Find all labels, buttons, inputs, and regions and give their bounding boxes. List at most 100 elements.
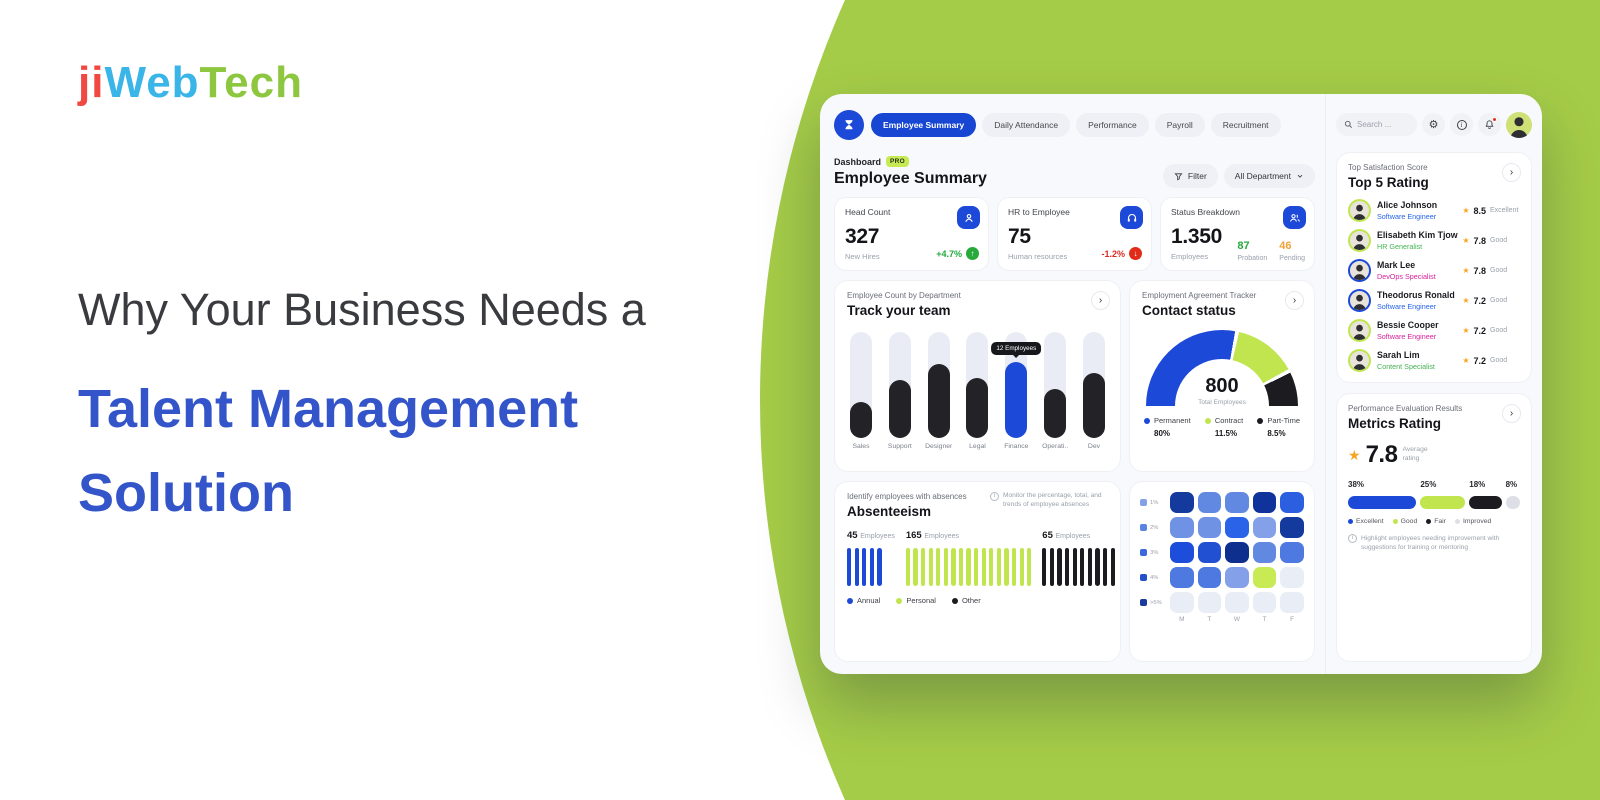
employee-name: Alice Johnson <box>1377 200 1438 210</box>
gauge-legend-part-time: Part-Time 8.5% <box>1257 416 1300 438</box>
top5-more-button[interactable]: › <box>1502 163 1521 182</box>
absence-heatmap-card: 1% 2% 3% 4% >5% M T W T F <box>1129 481 1315 662</box>
stripe <box>928 548 933 586</box>
metrics-bar-chart: 38% 25% 18% 8% <box>1348 480 1520 509</box>
gear-icon: ⚙ <box>1428 118 1439 131</box>
avatar <box>1348 199 1371 222</box>
absenteeism-title: Absenteeism <box>847 504 932 519</box>
legend-dot <box>1204 417 1211 424</box>
metrics-more-button[interactable]: › <box>1502 404 1521 423</box>
bell-icon <box>1485 120 1494 129</box>
rating-row-mark-lee[interactable]: Mark Lee DevOps Specialist ★ 7.8 Good <box>1348 259 1520 282</box>
avatar-silhouette-icon <box>1352 234 1367 250</box>
metric-segment-good: 25% <box>1420 480 1466 509</box>
stat-extra-pending: 46 Pending <box>1279 240 1305 262</box>
search-box[interactable] <box>1336 113 1417 136</box>
score-value: 7.8 <box>1473 235 1486 246</box>
rating-row-sarah-lim[interactable]: Sarah Lim Content Specialist ★ 7.2 Good <box>1348 349 1520 372</box>
score-rating: Good <box>1490 237 1508 244</box>
tab-recruitment[interactable]: Recruitment <box>1210 112 1281 137</box>
user-avatar[interactable] <box>1506 111 1532 138</box>
stat-sublabel: Human resources <box>1008 252 1068 261</box>
logo-part-ji: ji <box>78 58 105 107</box>
app-logo[interactable] <box>834 109 864 140</box>
notifications-button[interactable] <box>1478 113 1501 136</box>
department-bar-chart: Sales Support Designer Legal 12 Employee… <box>847 328 1108 450</box>
heat-key-chip <box>1140 499 1147 506</box>
bar-label: Operati.. <box>1042 443 1069 450</box>
tab-performance[interactable]: Performance <box>1076 112 1149 137</box>
heatmap-cell <box>1280 492 1304 513</box>
score-value: 7.2 <box>1473 295 1486 306</box>
rating-row-theodorus-ronald[interactable]: Theodorus Ronald Software Engineer ★ 7.2… <box>1348 289 1520 312</box>
rating-row-alice-johnson[interactable]: Alice Johnson Software Engineer ★ 8.5 Ex… <box>1348 199 1520 222</box>
tab-daily-attendance[interactable]: Daily Attendance <box>982 112 1071 137</box>
metrics-label: Performance Evaluation Results <box>1348 404 1463 413</box>
jiwebtech-logo: jiWebTech <box>78 58 303 108</box>
rating-row-elisabeth-kim-tjow[interactable]: Elisabeth Kim Tjow HR Generalist ★ 7.8 G… <box>1348 229 1520 252</box>
avatar-silhouette-icon <box>1352 204 1367 220</box>
stripe <box>951 548 956 586</box>
absenteeism-note: Monitor the percentage, total, and trend… <box>1003 492 1102 508</box>
metrics-legend: Excellent Good Fair Improved <box>1348 518 1520 525</box>
heatmap-row: 3% <box>1140 542 1304 563</box>
dept-chart-label: Employee Count by Department <box>847 291 961 300</box>
top5-rating-panel: Top Satisfaction Score Top 5 Rating › Al… <box>1336 152 1532 383</box>
day-label: W <box>1233 616 1241 623</box>
stat-card-hr-to-employee: HR to Employee 75 Human resources -1.2% … <box>997 197 1152 271</box>
stripe <box>974 548 979 586</box>
heat-key-label: 4% <box>1150 574 1159 581</box>
search-input[interactable] <box>1357 120 1409 129</box>
score-value: 7.8 <box>1473 265 1486 276</box>
absence-group-other: 65 Employees <box>1042 530 1115 586</box>
avatar-silhouette-icon <box>1352 354 1367 370</box>
stripe <box>989 548 994 586</box>
bar-label: Dev <box>1087 443 1101 450</box>
heatmap-cell <box>1280 542 1304 563</box>
nav-tabs: Employee Summary Daily Attendance Performa… <box>871 112 1281 137</box>
bar-label: Sales <box>852 443 870 450</box>
stripe <box>1049 548 1055 586</box>
day-label: F <box>1290 616 1295 623</box>
heat-key-chip <box>1140 574 1147 581</box>
gauge-more-button[interactable]: › <box>1285 291 1304 310</box>
bar-label: Designer <box>925 443 953 450</box>
stripe <box>1019 548 1024 586</box>
heatmap-cell <box>1252 592 1277 613</box>
day-label: M <box>1179 616 1185 623</box>
employee-name: Sarah Lim <box>1377 350 1420 360</box>
tab-employee-summary[interactable]: Employee Summary <box>871 112 977 137</box>
heat-key-label: 3% <box>1150 549 1159 556</box>
help-button[interactable]: i <box>1450 113 1473 136</box>
heat-key-chip <box>1140 549 1147 556</box>
bottom-row: Identify employees with absences Absente… <box>834 481 1315 662</box>
dept-chart-more-button[interactable]: › <box>1091 291 1110 310</box>
hr-dashboard-mockup: Employee Summary Daily Attendance Performa… <box>820 94 1542 674</box>
filter-button[interactable]: Filter <box>1162 164 1218 188</box>
stripe <box>1011 548 1017 586</box>
absence-group-personal: 165 Employees <box>905 530 1032 586</box>
department-dropdown[interactable]: All Department <box>1223 164 1315 188</box>
bar-fill <box>850 401 872 438</box>
employee-role: Software Engineer <box>1377 302 1437 311</box>
avatar-silhouette-icon <box>1352 324 1367 340</box>
star-icon: ★ <box>1462 206 1470 215</box>
bar-fill <box>1082 373 1105 438</box>
heatmap-cell <box>1197 592 1222 613</box>
metric-segment-improved: 8% <box>1505 480 1520 509</box>
stat-extra-probation: 87 Probation <box>1237 240 1268 262</box>
gauge-label: Employment Agreement Tracker <box>1142 291 1257 300</box>
settings-button[interactable]: ⚙ <box>1422 113 1445 136</box>
score-rating: Good <box>1490 297 1508 304</box>
main-header: Dashboard PRO Employee Summary Filter Al… <box>834 146 1315 188</box>
employee-name: Theodorus Ronald <box>1377 290 1455 300</box>
info-icon: i <box>1456 119 1467 130</box>
tab-payroll[interactable]: Payroll <box>1154 112 1205 137</box>
score-value: 8.5 <box>1473 205 1486 216</box>
heatmap-cell <box>1252 492 1277 513</box>
employee-name: Elisabeth Kim Tjow <box>1377 230 1458 240</box>
headline-line-1: Why Your Business Needs a <box>78 284 646 335</box>
rating-row-bessie-cooper[interactable]: Bessie Cooper Software Engineer ★ 7.2 Go… <box>1348 319 1520 342</box>
stat-value: 75 <box>1008 225 1031 248</box>
